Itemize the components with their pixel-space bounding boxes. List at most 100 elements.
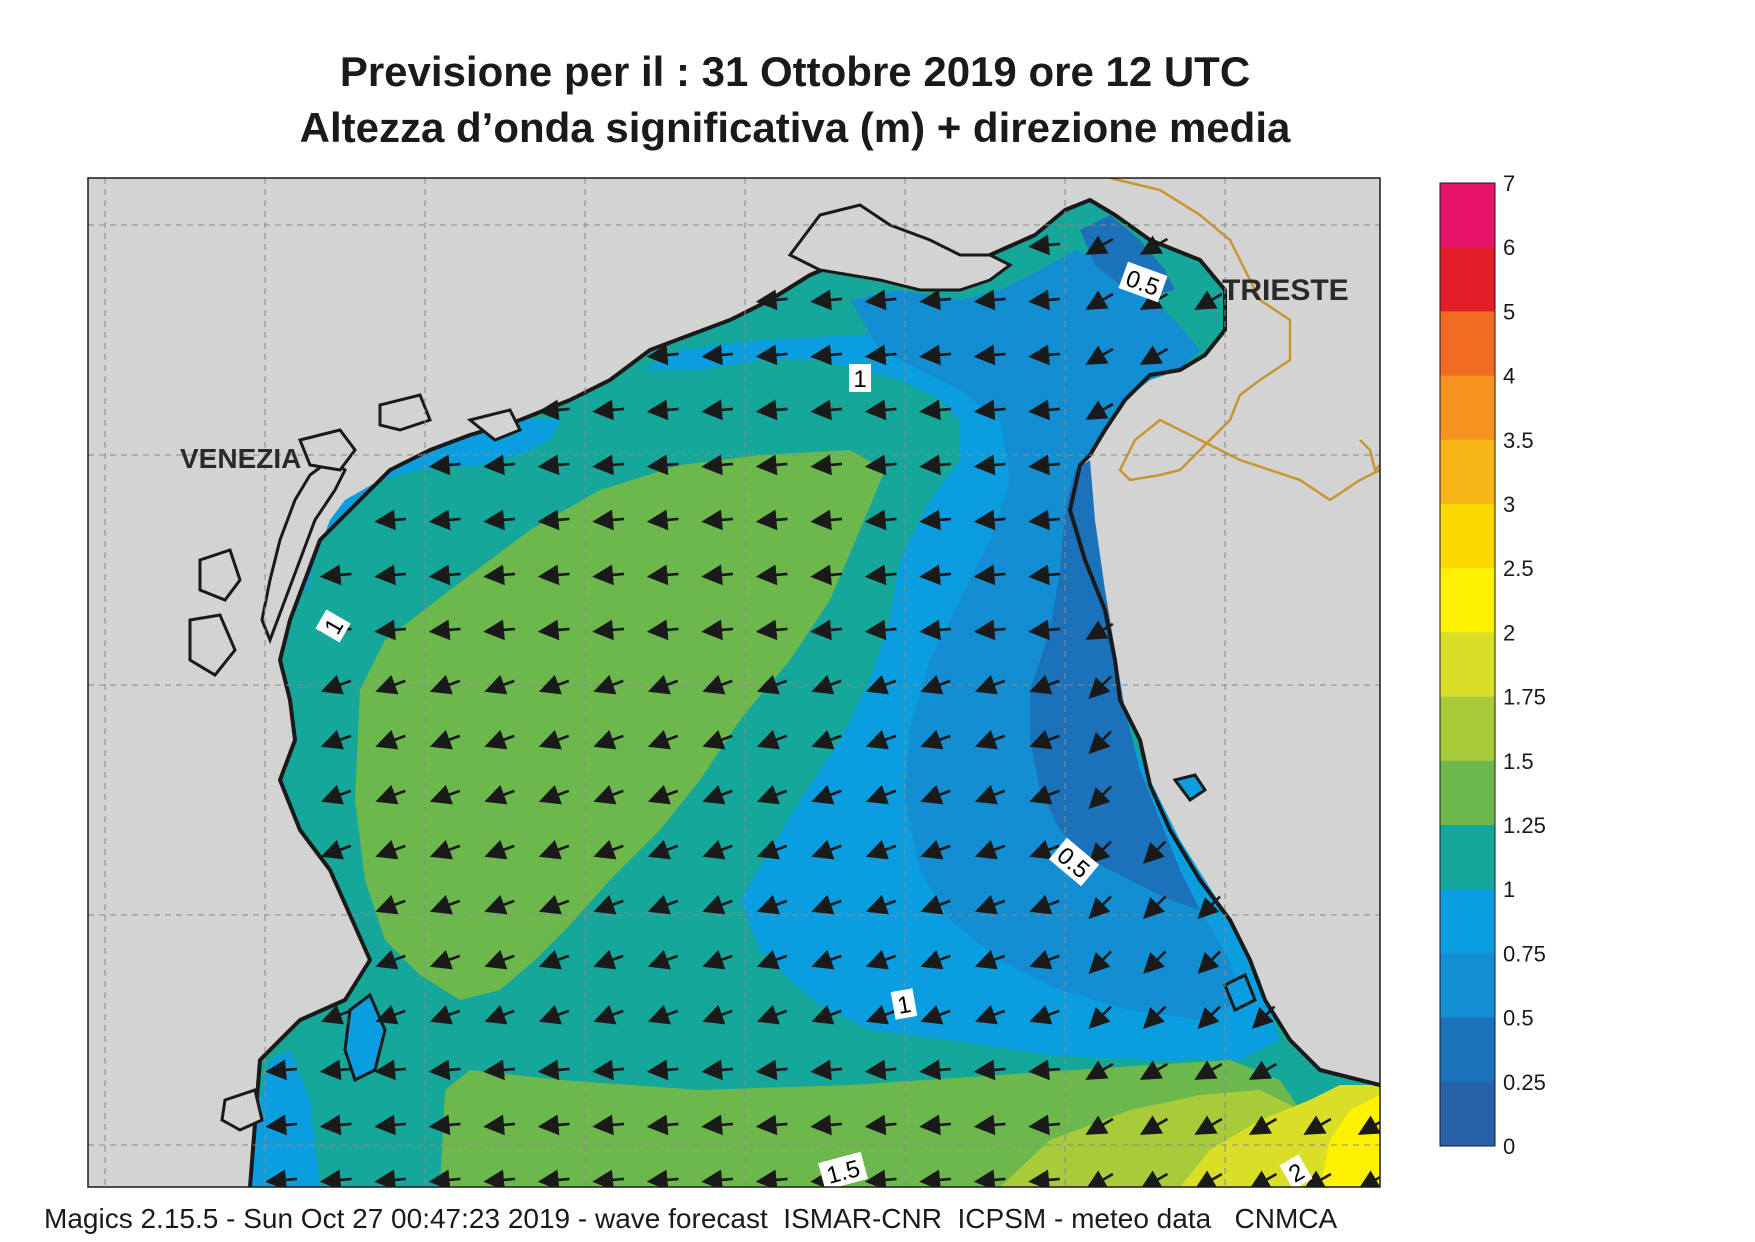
wave-arrow <box>375 839 406 860</box>
wave-arrow <box>646 344 679 366</box>
wave-arrow <box>864 564 897 586</box>
wave-arrow <box>1088 730 1112 755</box>
wave-arrow <box>811 729 842 750</box>
wave-arrow <box>320 839 352 860</box>
wave-arrow <box>974 894 1006 915</box>
wave-arrow <box>1085 345 1114 365</box>
wave-arrow <box>701 1114 734 1136</box>
wave-arrow <box>374 1169 407 1187</box>
wave-arrow <box>484 949 515 970</box>
wave-arrow <box>429 1004 461 1025</box>
wave-arrow <box>864 454 897 476</box>
wave-arrow <box>701 454 734 476</box>
wave-arrow <box>1028 1114 1061 1136</box>
wave-arrow <box>1029 839 1060 860</box>
wave-arrow <box>1194 1115 1223 1135</box>
wave-arrow <box>973 1169 1006 1187</box>
legend-swatch <box>1440 1081 1495 1147</box>
wave-direction-arrows <box>265 234 1380 1187</box>
wave-arrow <box>1088 950 1112 975</box>
wave-arrow <box>755 454 788 476</box>
wave-arrow <box>593 674 624 695</box>
wave-arrow <box>593 784 624 805</box>
grado-lagoon <box>787 203 1013 292</box>
wave-arrow <box>537 619 570 641</box>
contour-labels: 0.5 1 1 0.5 1 1.5 <box>315 261 1313 1187</box>
wave-arrow <box>429 894 461 915</box>
wave-arrow <box>647 729 679 750</box>
wave-arrow <box>702 729 733 750</box>
wave-arrow <box>429 729 461 750</box>
wave-arrow <box>865 839 897 860</box>
wave-arrow <box>319 1169 352 1187</box>
wave-arrow <box>483 509 516 531</box>
legend-tick-label: 0.75 <box>1503 941 1546 966</box>
contour-label-text: 1 <box>895 991 913 1020</box>
wave-arrow <box>701 1169 734 1187</box>
wave-arrow <box>265 1114 298 1136</box>
legend-tick-label: 1.25 <box>1503 813 1546 838</box>
wave-arrow <box>537 1059 570 1081</box>
national-border-segment <box>1359 439 1380 473</box>
wave-arrow <box>919 344 952 366</box>
wave-arrow <box>702 674 733 695</box>
wave-arrow <box>919 289 952 311</box>
wave-arrow <box>919 399 952 421</box>
wave-arrow <box>865 784 897 805</box>
wave-arrow <box>1085 1170 1114 1187</box>
wave-arrow <box>374 509 407 531</box>
wave-arrow <box>1085 400 1114 420</box>
wave-arrow <box>1248 1115 1278 1135</box>
legend-tick-label: 0 <box>1503 1134 1515 1159</box>
wave-arrow <box>1357 1115 1380 1135</box>
wave-arrow <box>974 674 1006 695</box>
wave-arrow <box>974 729 1006 750</box>
wave-arrow <box>592 454 625 476</box>
wave-arrow <box>647 784 679 805</box>
wave-arrow <box>756 894 788 915</box>
wave-arrow <box>920 1004 951 1025</box>
wave-arrow <box>702 839 733 860</box>
lagoon-island <box>466 408 523 442</box>
wave-arrow <box>701 399 734 421</box>
wave-arrow <box>1029 674 1060 695</box>
wave-arrow <box>1085 290 1114 310</box>
wave-arrow <box>756 784 788 805</box>
wave-arrow <box>810 509 843 531</box>
wave-arrow <box>429 839 461 860</box>
wave-arrow <box>429 949 461 970</box>
wave-arrow <box>592 1059 625 1081</box>
legend-frame <box>1439 182 1496 1147</box>
legend-tick-label: 7 <box>1503 171 1515 196</box>
wave-arrow <box>1197 1005 1221 1030</box>
wave-arrow <box>919 509 952 531</box>
wave-arrow <box>593 729 624 750</box>
legend-swatch <box>1440 825 1495 890</box>
wave-arrow <box>319 564 352 586</box>
wave-arrow <box>1028 344 1061 366</box>
wave-arrow <box>919 454 952 476</box>
wave-arrow <box>864 619 897 641</box>
wave-arrow <box>374 1114 407 1136</box>
wave-arrow <box>1139 1170 1169 1187</box>
legend-tick-label: 1.75 <box>1503 685 1546 710</box>
legend-swatch <box>1440 632 1495 698</box>
wave-arrow <box>428 509 461 531</box>
wave-arrow <box>375 674 406 695</box>
wave-arrow <box>919 564 952 586</box>
footer-credits: Magics 2.15.5 - Sun Oct 27 00:47:23 2019… <box>44 1203 1338 1234</box>
legend-swatch <box>1440 953 1495 1019</box>
legend-ticks: 7 6 5 4 3.5 3 2.5 2 1.75 1.5 1.25 1 0.75 0.5 0.25 0 <box>1503 171 1546 1159</box>
wave-arrow <box>592 1114 625 1136</box>
wave-arrow <box>593 839 624 860</box>
wave-arrow <box>701 619 734 641</box>
title-line-2: Altezza d’onda significativa (m) + direz… <box>299 104 1291 151</box>
legend-tick-label: 0.25 <box>1503 1070 1546 1095</box>
wave-arrow <box>428 564 461 586</box>
legend-swatch <box>1440 504 1495 569</box>
contour-label-text: 1 <box>853 366 866 393</box>
wave-arrow <box>1142 950 1167 975</box>
wave-arrow <box>538 839 570 860</box>
